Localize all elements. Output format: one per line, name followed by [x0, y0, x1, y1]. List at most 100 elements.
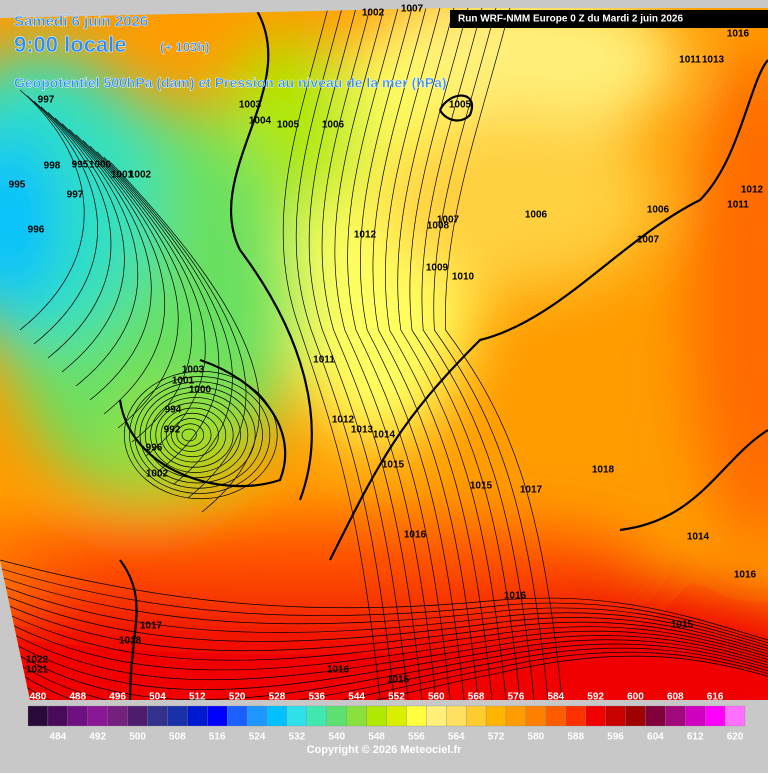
colorbar-label: 616: [707, 692, 724, 703]
colorbar-label: 596: [607, 732, 624, 743]
thin-isobars: [0, 8, 768, 700]
isobar: [619, 429, 768, 532]
isobar: [26, 95, 98, 345]
isobar-label: 1014: [687, 532, 710, 543]
colorbar-swatch: [67, 705, 88, 727]
colorbar-swatch: [406, 705, 427, 727]
isobar-label: 1018: [119, 636, 142, 647]
colorbar-label: 504: [149, 692, 166, 703]
isobar: [96, 151, 233, 485]
colorbar-label: 508: [169, 732, 186, 743]
colorbar-swatch: [525, 705, 546, 727]
colorbar: 480 484 488 492 496 500 504 508 512 516 520 524 528 5…: [27, 692, 746, 743]
isobar: [75, 134, 192, 443]
isobar: [0, 584, 768, 649]
colorbar-swatch: [585, 705, 606, 727]
isobar: [0, 643, 768, 700]
isobar: [181, 428, 197, 442]
colorbar-label: 512: [189, 692, 206, 703]
field-area: [690, 50, 768, 550]
colorbar-swatch: [545, 705, 566, 727]
isobar-label: 1016: [727, 29, 750, 40]
colorbar-label: 492: [89, 732, 106, 743]
isobar-label: 1017: [520, 485, 543, 496]
isobar-label: 1007: [637, 235, 660, 246]
subtitle: Geopotentiel 500hPa (dam) et Pression au…: [14, 75, 447, 91]
isobar: [33, 100, 112, 359]
isobar-label: 1010: [452, 272, 475, 283]
isobar: [0, 635, 768, 691]
colorbar-label: 564: [448, 732, 465, 743]
colorbar-swatch: [386, 705, 407, 727]
isobar-label: 1016: [734, 570, 757, 581]
field-area: [0, 130, 60, 310]
colorbar-label: 500: [129, 732, 146, 743]
isobar: [0, 576, 768, 646]
isobar: [47, 112, 139, 387]
isobar: [409, 8, 521, 700]
colorbar-label: 612: [687, 732, 704, 743]
isobar-label: 1016: [327, 665, 350, 676]
isobar: [347, 8, 451, 700]
isobar: [129, 376, 271, 494]
colorbar-swatch: [705, 705, 726, 727]
colorbar-swatch: [724, 705, 746, 727]
isobar: [103, 156, 247, 499]
isobar-label: 996: [28, 225, 45, 236]
isobar-label: 1006: [525, 210, 548, 221]
isobar: [308, 8, 409, 700]
isobar: [0, 651, 768, 700]
isobar-label: 1012: [741, 185, 764, 196]
isobar: [321, 8, 423, 700]
colorbar-label: 536: [308, 692, 325, 703]
isobar: [110, 162, 260, 513]
colorbar-swatch: [346, 705, 367, 727]
isobar: [0, 626, 768, 681]
colorbar-label: 524: [249, 732, 266, 743]
isobar-label: 1012: [354, 230, 377, 241]
isobar: [118, 358, 287, 488]
field-area: [0, 570, 768, 700]
isobar: [19, 89, 85, 331]
colorbar-swatch: [426, 705, 447, 727]
colorbar-label: 584: [547, 692, 564, 703]
isobar-label: 1017: [140, 621, 163, 632]
colorbar-swatch: [605, 705, 626, 727]
isobar-label: 1012: [332, 415, 355, 426]
isobar-label: 1005: [277, 120, 300, 131]
isobar-label: 1021: [26, 665, 49, 676]
colorbar-label: 496: [109, 692, 126, 703]
isobar: [165, 412, 219, 458]
colorbar-swatch: [326, 705, 347, 727]
isobar-label: 1009: [426, 263, 449, 274]
isobar-label: 1011: [727, 200, 749, 211]
colorbar-swatch: [685, 705, 706, 727]
isobar: [433, 8, 549, 700]
lead-time: (+ 103h): [160, 39, 210, 54]
isobar: [171, 418, 212, 452]
isobar-label: 1001: [172, 376, 195, 387]
isobar: [439, 94, 474, 122]
colorbar-label: 528: [269, 692, 286, 703]
thick-isobars: [118, 8, 768, 700]
colorbar-swatch: [645, 705, 666, 727]
isobar-label: 1002: [129, 170, 152, 181]
colorbar-label: 516: [209, 732, 226, 743]
isobar-label: 1008: [427, 221, 450, 232]
isobar-label: 1013: [351, 425, 374, 436]
isobar-label: 1016: [404, 530, 427, 541]
colorbar-label: 560: [428, 692, 445, 703]
colorbar-swatch: [366, 705, 387, 727]
colorbar-label: 484: [50, 732, 67, 743]
colorbar-swatch: [187, 705, 208, 727]
isobar: [68, 128, 179, 429]
isobar-label: 1000: [189, 385, 212, 396]
isobar: [0, 593, 768, 652]
isobar: [160, 407, 227, 463]
isobar: [123, 370, 278, 500]
colorbar-swatch: [286, 705, 307, 727]
colorbar-swatch: [87, 705, 108, 727]
